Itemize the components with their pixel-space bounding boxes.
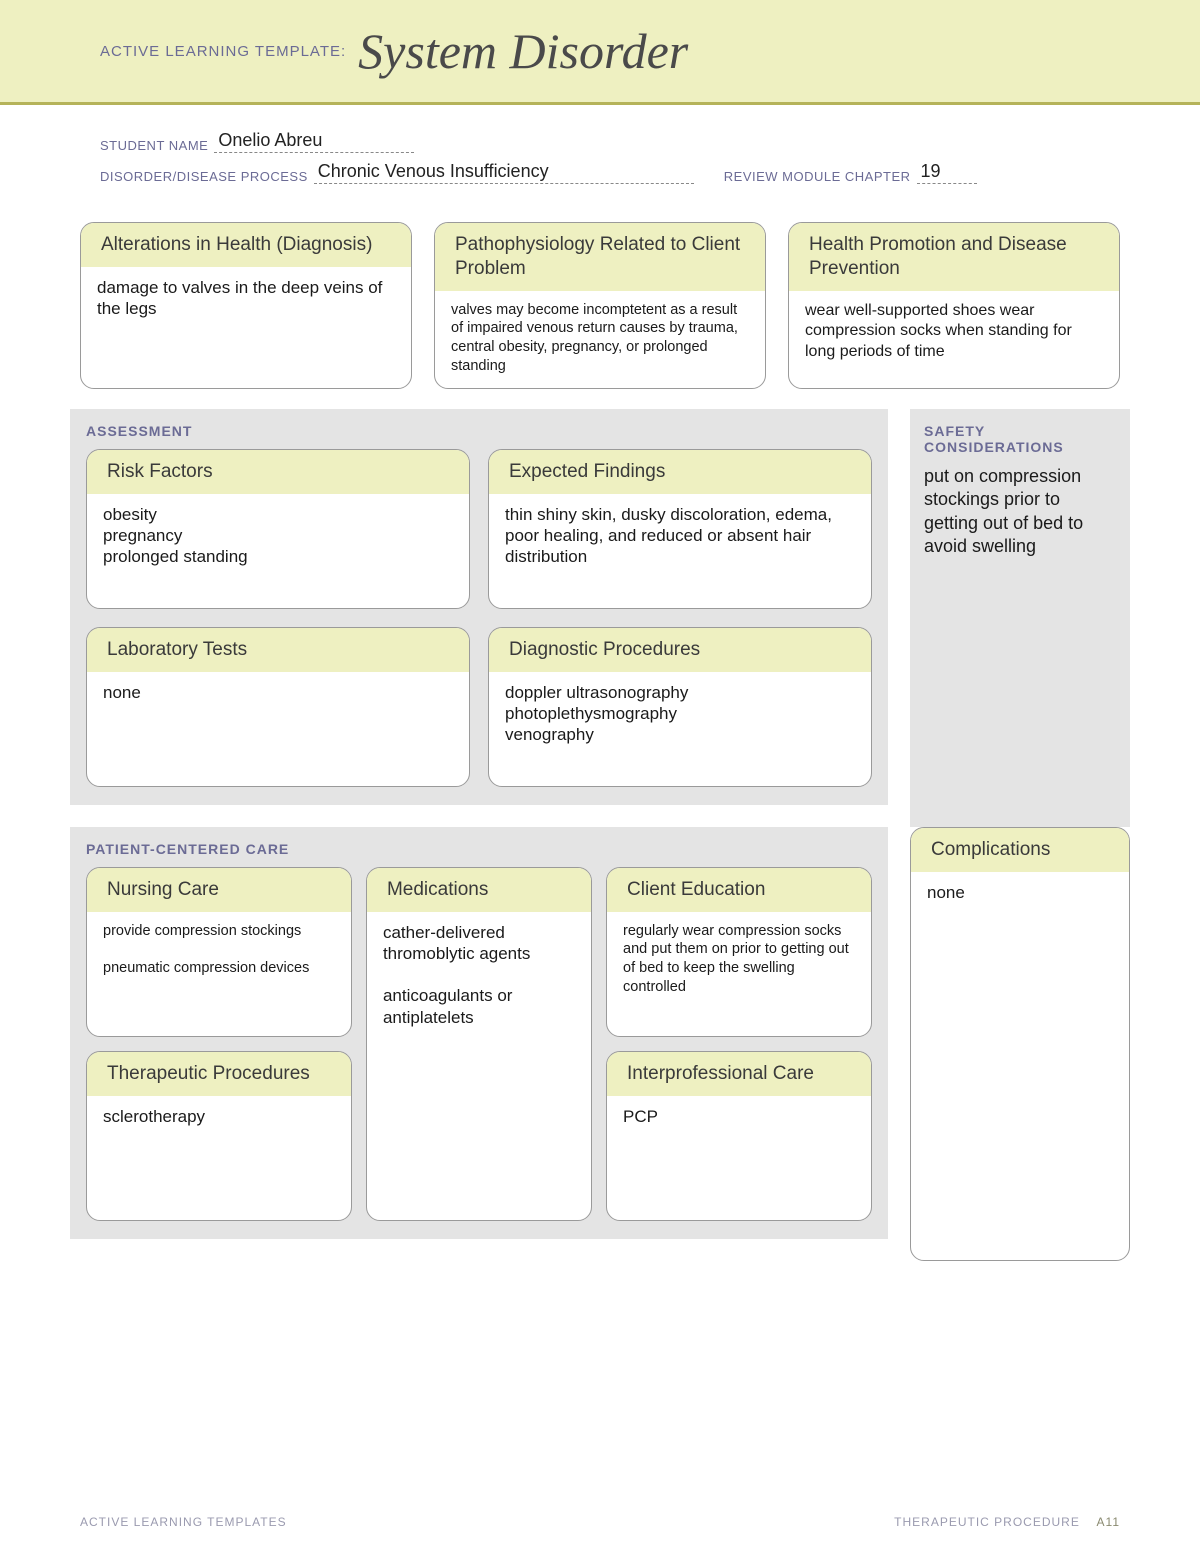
diag-body: doppler ultrasonography photoplethysmogr… xyxy=(489,674,871,786)
nursing-title: Nursing Care xyxy=(87,868,351,914)
assessment-row: ASSESSMENT Risk Factors obesity pregnanc… xyxy=(70,409,1130,827)
risk-title: Risk Factors xyxy=(87,450,469,496)
chapter-field: REVIEW MODULE CHAPTER 19 xyxy=(724,161,977,184)
promotion-title: Health Promotion and Disease Prevention xyxy=(789,223,1119,293)
footer-left: ACTIVE LEARNING TEMPLATES xyxy=(80,1515,287,1529)
findings-card: Expected Findings thin shiny skin, dusky… xyxy=(488,449,872,609)
student-name-label: STUDENT NAME xyxy=(100,138,208,153)
pcc-grid: Nursing Care provide compression stockin… xyxy=(86,867,872,1221)
disorder-field: DISORDER/DISEASE PROCESS Chronic Venous … xyxy=(100,161,694,184)
footer-page: A11 xyxy=(1097,1515,1120,1529)
content: Alterations in Health (Diagnosis) damage… xyxy=(0,202,1200,1261)
findings-body: thin shiny skin, dusky discoloration, ed… xyxy=(489,496,871,608)
pcc-section: PATIENT-CENTERED CARE Nursing Care provi… xyxy=(70,827,888,1239)
promotion-body: wear well-supported shoes wear compressi… xyxy=(789,293,1119,388)
chapter-label: REVIEW MODULE CHAPTER xyxy=(724,169,911,184)
safety-body: put on compression stockings prior to ge… xyxy=(924,465,1116,559)
education-card: Client Education regularly wear compress… xyxy=(606,867,872,1037)
student-name-field: STUDENT NAME Onelio Abreu xyxy=(100,130,414,153)
assessment-section-wrap: ASSESSMENT Risk Factors obesity pregnanc… xyxy=(70,409,888,827)
footer-right-label: THERAPEUTIC PROCEDURE xyxy=(894,1515,1080,1529)
page: ACTIVE LEARNING TEMPLATE: System Disorde… xyxy=(0,0,1200,1553)
complications-title: Complications xyxy=(911,828,1129,874)
meta-block: STUDENT NAME Onelio Abreu DISORDER/DISEA… xyxy=(0,105,1200,202)
meds-title: Medications xyxy=(367,868,591,914)
alterations-title: Alterations in Health (Diagnosis) xyxy=(81,223,411,269)
complications-card: Complications none xyxy=(910,827,1130,1261)
banner: ACTIVE LEARNING TEMPLATE: System Disorde… xyxy=(0,0,1200,105)
interprof-title: Interprofessional Care xyxy=(607,1052,871,1098)
labs-card: Laboratory Tests none xyxy=(86,627,470,787)
risk-body: obesity pregnancy prolonged standing xyxy=(87,496,469,608)
safety-col: SAFETY CONSIDERATIONS put on compression… xyxy=(910,409,1130,827)
interprof-body: PCP xyxy=(607,1098,871,1220)
assessment-section: ASSESSMENT Risk Factors obesity pregnanc… xyxy=(70,409,888,805)
diag-title: Diagnostic Procedures xyxy=(489,628,871,674)
footer: ACTIVE LEARNING TEMPLATES THERAPEUTIC PR… xyxy=(80,1515,1120,1529)
alterations-body: damage to valves in the deep veins of th… xyxy=(81,269,411,388)
student-name-value: Onelio Abreu xyxy=(214,130,414,153)
assessment-section-title: ASSESSMENT xyxy=(86,423,872,439)
nursing-body: provide compression stockings pneumatic … xyxy=(87,914,351,1036)
banner-label: ACTIVE LEARNING TEMPLATE: xyxy=(100,43,346,60)
diag-card: Diagnostic Procedures doppler ultrasonog… xyxy=(488,627,872,787)
pcc-section-title: PATIENT-CENTERED CARE xyxy=(86,841,872,857)
patho-body: valves may become incomptetent as a resu… xyxy=(435,293,765,388)
therapeutic-body: sclerotherapy xyxy=(87,1098,351,1220)
meds-body: cather-delivered thromoblytic agents ant… xyxy=(367,914,591,1220)
top-row: Alterations in Health (Diagnosis) damage… xyxy=(70,222,1130,389)
banner-title: System Disorder xyxy=(358,22,688,80)
disorder-label: DISORDER/DISEASE PROCESS xyxy=(100,169,308,184)
findings-title: Expected Findings xyxy=(489,450,871,496)
safety-section: SAFETY CONSIDERATIONS put on compression… xyxy=(910,409,1130,827)
promotion-card: Health Promotion and Disease Prevention … xyxy=(788,222,1120,389)
labs-body: none xyxy=(87,674,469,786)
education-body: regularly wear compression socks and put… xyxy=(607,914,871,1036)
meds-card: Medications cather-delivered thromoblyti… xyxy=(366,867,592,1221)
complications-body: none xyxy=(911,874,1129,1260)
labs-title: Laboratory Tests xyxy=(87,628,469,674)
disorder-value: Chronic Venous Insufficiency xyxy=(314,161,694,184)
therapeutic-card: Therapeutic Procedures sclerotherapy xyxy=(86,1051,352,1221)
chapter-value: 19 xyxy=(917,161,977,184)
nursing-card: Nursing Care provide compression stockin… xyxy=(86,867,352,1037)
patho-card: Pathophysiology Related to Client Proble… xyxy=(434,222,766,389)
pcc-section-wrap: PATIENT-CENTERED CARE Nursing Care provi… xyxy=(70,827,888,1261)
complications-col: Complications none xyxy=(910,827,1130,1261)
alterations-card: Alterations in Health (Diagnosis) damage… xyxy=(80,222,412,389)
education-title: Client Education xyxy=(607,868,871,914)
therapeutic-title: Therapeutic Procedures xyxy=(87,1052,351,1098)
risk-card: Risk Factors obesity pregnancy prolonged… xyxy=(86,449,470,609)
patho-title: Pathophysiology Related to Client Proble… xyxy=(435,223,765,293)
footer-right: THERAPEUTIC PROCEDURE A11 xyxy=(894,1515,1120,1529)
assessment-grid: Risk Factors obesity pregnancy prolonged… xyxy=(86,449,872,787)
safety-section-title: SAFETY CONSIDERATIONS xyxy=(924,423,1116,455)
pcc-row: PATIENT-CENTERED CARE Nursing Care provi… xyxy=(70,827,1130,1261)
interprof-card: Interprofessional Care PCP xyxy=(606,1051,872,1221)
